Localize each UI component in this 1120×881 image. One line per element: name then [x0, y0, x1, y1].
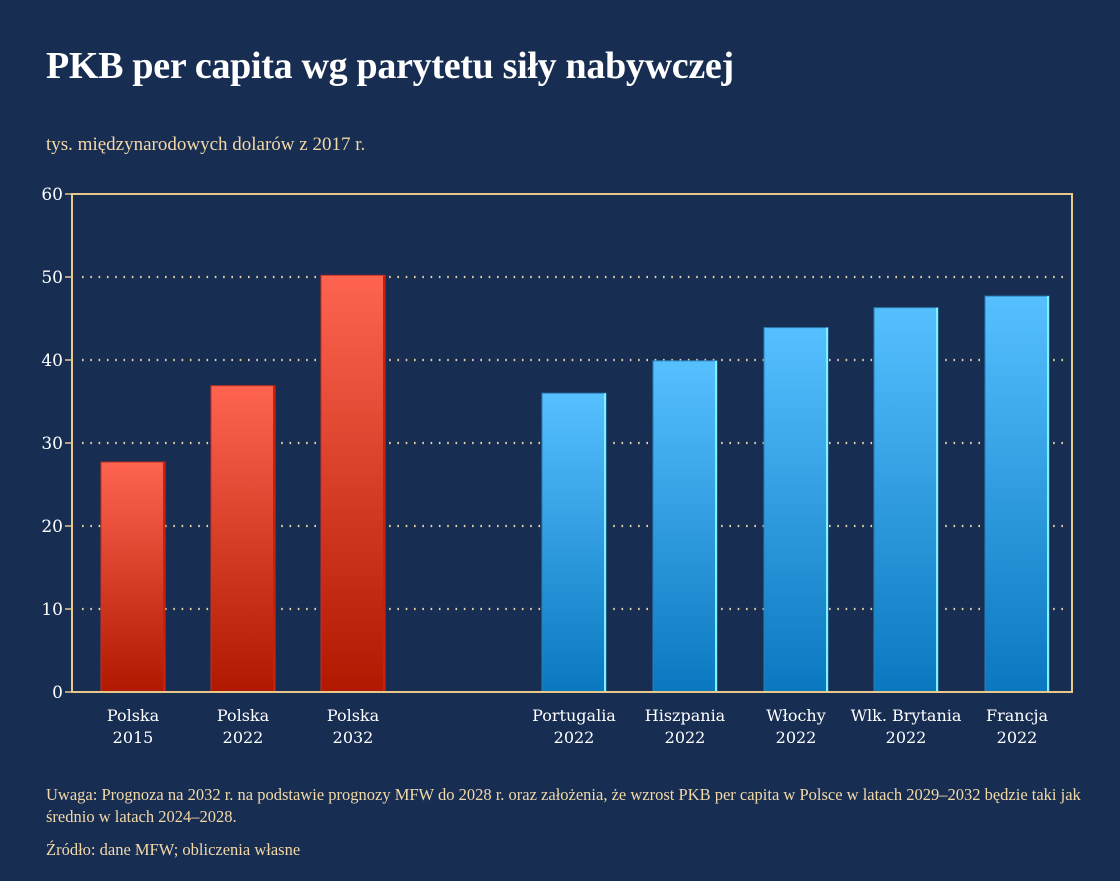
y-tick-label: 20: [41, 517, 63, 537]
x-category-year: 2022: [554, 728, 595, 747]
x-category-year: 2022: [997, 728, 1038, 747]
bar-7: [984, 295, 1050, 693]
y-tick-labels: 0 10 20 30 40 50 60: [41, 185, 72, 703]
bars: [100, 274, 1050, 693]
x-category-label: Polska: [217, 706, 270, 725]
y-tick-label: 10: [41, 600, 63, 620]
x-category-year: 2022: [665, 728, 706, 747]
x-category-label: Polska: [327, 706, 380, 725]
bar-edge: [163, 462, 165, 692]
x-category-label: Portugalia: [532, 706, 616, 725]
bar-edge: [383, 275, 385, 692]
bar-5: [763, 327, 829, 693]
chart-subtitle: tys. międzynarodowych dolarów z 2017 r.: [46, 134, 366, 155]
bar-1: [210, 385, 276, 693]
bar-2: [320, 274, 386, 693]
y-tick-label: 60: [41, 185, 63, 205]
bar-edge: [826, 327, 828, 692]
chart-title: PKB per capita wg parytetu siły nabywcze…: [46, 45, 734, 87]
footnote: Uwaga: Prognoza na 2032 r. na podstawie …: [46, 785, 1081, 826]
bar-edge: [273, 385, 275, 692]
x-category-year: 2022: [776, 728, 817, 747]
bar: [541, 392, 607, 693]
bar: [763, 327, 829, 693]
x-category-labels: Polska 2015 Polska 2022 Polska 2032 Portugalia…: [107, 706, 1049, 747]
y-tick-label: 30: [41, 434, 63, 454]
bar: [210, 385, 276, 693]
source-note: Źródło: dane MFW; obliczenia własne: [46, 840, 301, 859]
bar: [873, 307, 939, 693]
x-category-year: 2032: [333, 728, 374, 747]
x-category-year: 2022: [886, 728, 927, 747]
y-tick-label: 0: [52, 683, 63, 703]
bar: [984, 295, 1050, 693]
y-tick-label: 40: [41, 351, 63, 371]
x-category-label: Wlk. Brytania: [851, 706, 962, 725]
bar: [320, 274, 386, 693]
bar-edge: [936, 307, 938, 692]
bar: [100, 461, 166, 693]
bar: [652, 360, 718, 693]
y-tick-label: 50: [41, 268, 63, 288]
bar-3: [541, 392, 607, 693]
bar-4: [652, 360, 718, 693]
x-category-label: Francja: [986, 706, 1049, 725]
bar-6: [873, 307, 939, 693]
x-category-label: Hiszpania: [645, 706, 726, 725]
x-category-label: Włochy: [766, 706, 826, 725]
bar-edge: [1047, 296, 1049, 692]
x-category-year: 2015: [113, 728, 154, 747]
x-category-label: Polska: [107, 706, 160, 725]
bar-edge: [604, 393, 606, 692]
bar-edge: [715, 360, 717, 692]
x-category-year: 2022: [223, 728, 264, 747]
bar-0: [100, 461, 166, 693]
